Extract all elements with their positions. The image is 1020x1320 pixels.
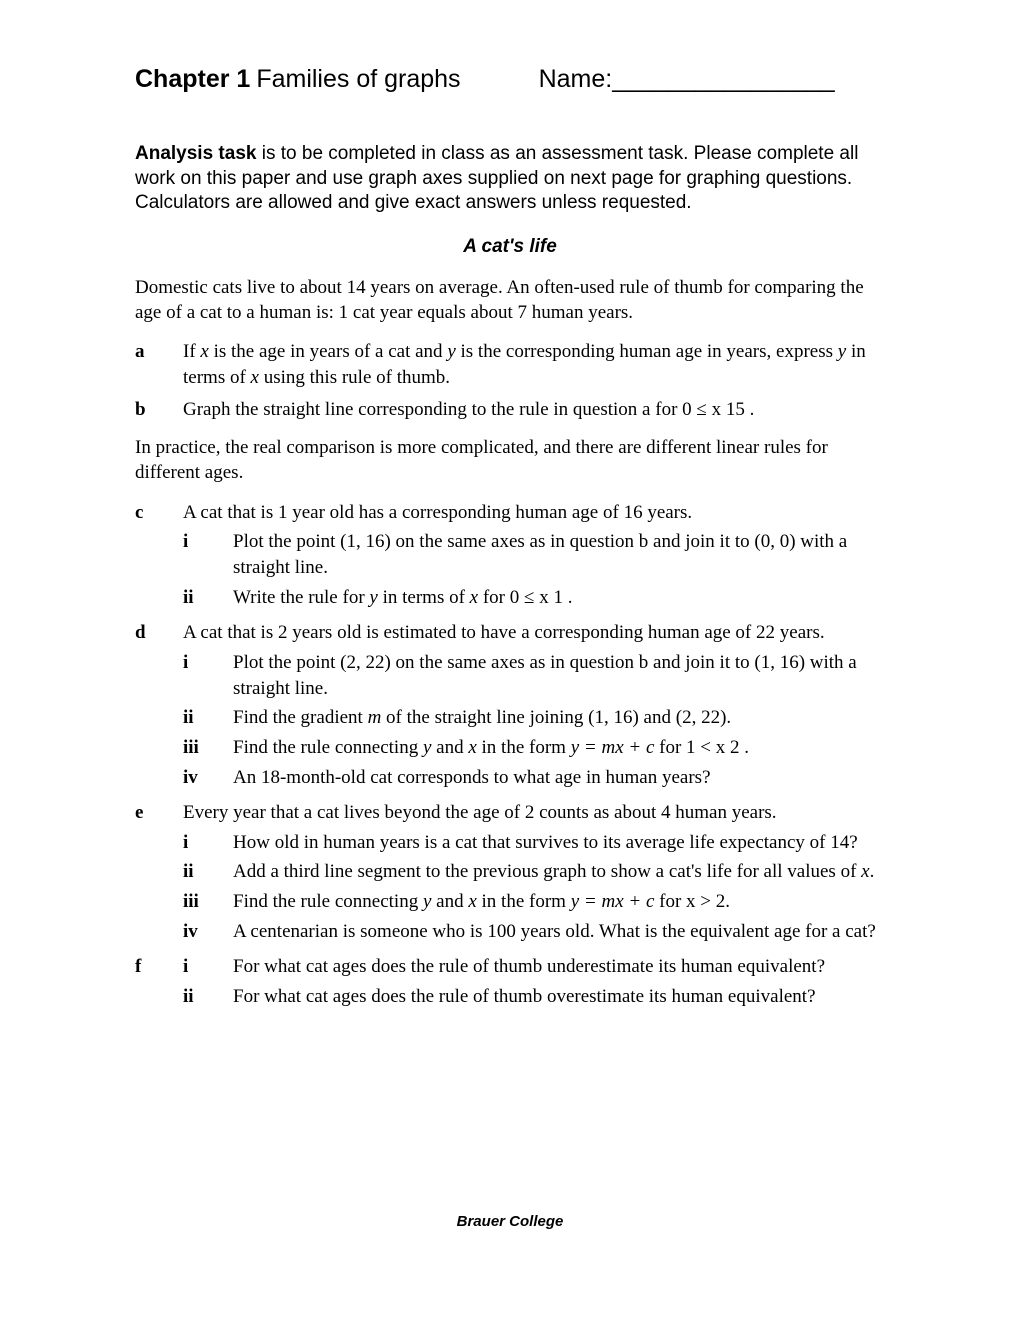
question-e-iii: iii Find the rule connecting y and x in … [183, 889, 885, 915]
question-c: c A cat that is 1 year old has a corresp… [135, 500, 885, 615]
question-d: d A cat that is 2 years old is estimated… [135, 620, 885, 794]
header-row: Chapter 1 Families of graphs Name:______… [135, 65, 885, 94]
question-d-i: i Plot the point (2, 22) on the same axe… [183, 650, 885, 701]
question-label-a: a [135, 339, 183, 390]
question-e: e Every year that a cat lives beyond the… [135, 800, 885, 948]
question-e-ii: ii Add a third line segment to the previ… [183, 859, 885, 885]
question-a-content: If x is the age in years of a cat and y … [183, 339, 885, 390]
question-e-intro: Every year that a cat lives beyond the a… [183, 800, 885, 826]
question-label-e: e [135, 800, 183, 948]
question-a: a If x is the age in years of a cat and … [135, 339, 885, 390]
question-label-d: d [135, 620, 183, 794]
worksheet-page: Chapter 1 Families of graphs Name:______… [0, 0, 1020, 1320]
question-label-f: f [135, 954, 183, 1013]
chapter-subtitle: Families of graphs [256, 65, 460, 94]
intro-lead: Analysis task [135, 143, 256, 164]
question-label-b: b [135, 397, 183, 423]
question-c-ii: ii Write the rule for y in terms of x fo… [183, 585, 885, 611]
question-f: f i For what cat ages does the rule of t… [135, 954, 885, 1013]
question-f-content: i For what cat ages does the rule of thu… [183, 954, 885, 1013]
intro-paragraph: Analysis task is to be completed in clas… [135, 142, 885, 216]
question-e-i: i How old in human years is a cat that s… [183, 830, 885, 856]
context-paragraph-1: Domestic cats live to about 14 years on … [135, 276, 885, 325]
question-c-intro: A cat that is 1 year old has a correspon… [183, 500, 885, 526]
question-e-iv: iv A centenarian is someone who is 100 y… [183, 919, 885, 945]
name-field-label: Name:________________ [539, 65, 835, 94]
question-d-content: A cat that is 2 years old is estimated t… [183, 620, 885, 794]
question-d-iii: iii Find the rule connecting y and x in … [183, 735, 885, 761]
question-label-c: c [135, 500, 183, 615]
question-c-i: i Plot the point (1, 16) on the same axe… [183, 529, 885, 580]
chapter-label: Chapter 1 [135, 65, 250, 94]
question-f-ii: ii For what cat ages does the rule of th… [183, 984, 885, 1010]
question-e-content: Every year that a cat lives beyond the a… [183, 800, 885, 948]
question-d-iv: iv An 18-month-old cat corresponds to wh… [183, 765, 885, 791]
task-title: A cat's life [135, 236, 885, 258]
footer-college: Brauer College [0, 1213, 1020, 1230]
context-paragraph-2: In practice, the real comparison is more… [135, 436, 885, 485]
question-d-ii: ii Find the gradient m of the straight l… [183, 705, 885, 731]
question-d-intro: A cat that is 2 years old is estimated t… [183, 620, 885, 646]
question-f-i: i For what cat ages does the rule of thu… [183, 954, 885, 980]
question-b: b Graph the straight line corresponding … [135, 397, 885, 423]
question-b-content: Graph the straight line corresponding to… [183, 397, 885, 423]
question-c-content: A cat that is 1 year old has a correspon… [183, 500, 885, 615]
